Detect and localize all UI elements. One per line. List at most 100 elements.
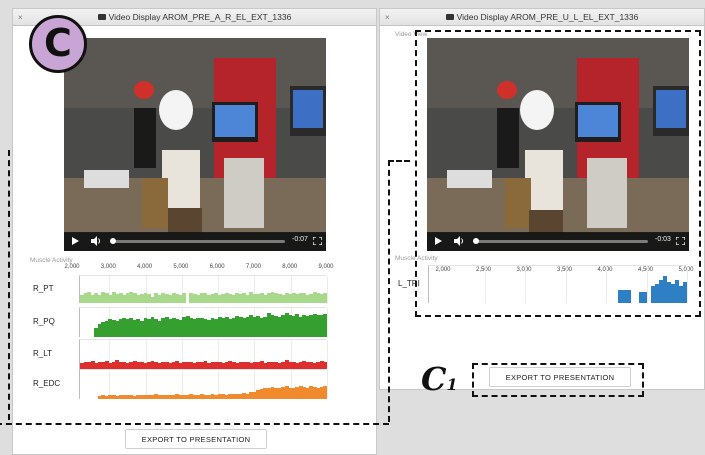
activity-bar [618, 289, 623, 303]
export-button[interactable]: EXPORT TO PRESENTATION [489, 367, 631, 387]
activity-bar [224, 293, 229, 303]
activity-bar [115, 396, 120, 399]
activity-bar [83, 361, 88, 369]
activity-bar [210, 317, 215, 337]
activity-bar [157, 363, 162, 369]
activity-bar [175, 294, 180, 303]
progress-knob[interactable] [473, 238, 479, 244]
time-remaining: -0:07 [292, 236, 308, 243]
panel-titlebar: × Video Display AROM_PRE_U_L_EL_EXT_1336 [380, 9, 704, 26]
close-icon[interactable]: × [18, 13, 23, 22]
activity-bar [147, 362, 151, 369]
activity-bar [316, 362, 321, 369]
activity-bar [316, 387, 321, 399]
gridline [525, 266, 526, 303]
volume-icon[interactable] [91, 236, 101, 246]
activity-bar [207, 395, 211, 399]
activity-bar [642, 291, 648, 303]
gridline [327, 340, 328, 369]
progress-knob[interactable] [110, 238, 116, 244]
activity-bar [182, 362, 187, 369]
activity-bar [171, 394, 176, 399]
track-area[interactable] [79, 339, 328, 369]
activity-bar [238, 294, 243, 303]
activity-bar [674, 280, 680, 303]
activity-bar [104, 293, 109, 303]
play-icon[interactable] [72, 237, 79, 245]
gridline [327, 276, 328, 303]
activity-bar [295, 387, 300, 399]
activity-bar [309, 314, 314, 337]
activity-bar [143, 394, 148, 399]
activity-bar [267, 362, 271, 369]
progress-track[interactable] [473, 240, 648, 243]
time-tick-label: 4,000 [137, 264, 153, 270]
track-area[interactable] [79, 307, 328, 337]
activity-bar [136, 319, 141, 337]
activity-bar [185, 316, 190, 337]
activity-bar [666, 282, 672, 303]
panel-title: Video Display AROM_PRE_U_L_EL_EXT_1336 [456, 12, 639, 22]
activity-bar [168, 319, 173, 337]
activity-bar [323, 386, 328, 399]
annotation-box-left-right-edge [388, 160, 390, 422]
activity-bar [221, 363, 226, 369]
time-tick-label: 8,000 [282, 264, 298, 270]
activity-bar [256, 293, 261, 303]
annotation-box-c1 [472, 363, 644, 397]
activity-bar [118, 319, 123, 337]
activity-bar [129, 361, 134, 369]
activity-bar [132, 293, 137, 303]
activity-bar [111, 292, 116, 303]
volume-icon[interactable] [454, 236, 464, 246]
activity-bar [312, 292, 317, 303]
activity-bar [626, 289, 631, 303]
video-player[interactable]: -0:07 [64, 38, 326, 251]
time-tick-label: 2,000 [64, 264, 80, 270]
activity-bar [192, 319, 197, 337]
time-tick-label: 6,000 [209, 264, 225, 270]
activity-bar [203, 319, 208, 337]
activity-bar [682, 282, 688, 303]
activity-bar [171, 361, 176, 369]
time-tick-label: 4,500 [637, 267, 654, 273]
close-icon[interactable]: × [385, 13, 390, 22]
gridline [687, 266, 688, 303]
activity-bar [118, 394, 123, 399]
track-label: R_LT [33, 349, 52, 358]
time-remaining: -0:03 [655, 236, 671, 243]
annotation-label-c1-sub: 1 [446, 375, 458, 394]
activity-bar [231, 317, 236, 337]
activity-bar [305, 387, 310, 399]
time-tick-label: 4,000 [597, 267, 613, 273]
track-area[interactable] [428, 265, 688, 303]
video-player[interactable]: -0:03 [427, 38, 689, 251]
activity-bar [161, 361, 166, 369]
activity-bar [274, 387, 278, 399]
activity-bar [259, 388, 264, 399]
activity-bar [182, 317, 187, 337]
activity-bar [115, 294, 120, 303]
activity-bar [245, 294, 250, 303]
activity-bar [104, 361, 109, 369]
activity-bar [108, 319, 113, 337]
play-icon[interactable] [435, 237, 442, 245]
track-label: L_TRI [398, 279, 420, 288]
activity-bar [638, 291, 644, 303]
progress-track[interactable] [110, 240, 285, 243]
track-area[interactable] [79, 275, 328, 303]
activity-bar [125, 319, 130, 337]
activity-bar [284, 386, 289, 399]
activity-bar [270, 314, 275, 337]
gridline [181, 340, 183, 369]
activity-bar [164, 293, 169, 303]
activity-bar [245, 316, 250, 337]
activity-bar [129, 317, 134, 337]
activity-bar [178, 294, 183, 303]
activity-bar [256, 390, 261, 399]
activity-bar [224, 394, 229, 399]
track-area[interactable] [79, 369, 328, 399]
video-controls: -0:07 [64, 232, 326, 251]
activity-bar [288, 293, 293, 303]
export-button[interactable]: EXPORT TO PRESENTATION [125, 429, 267, 449]
